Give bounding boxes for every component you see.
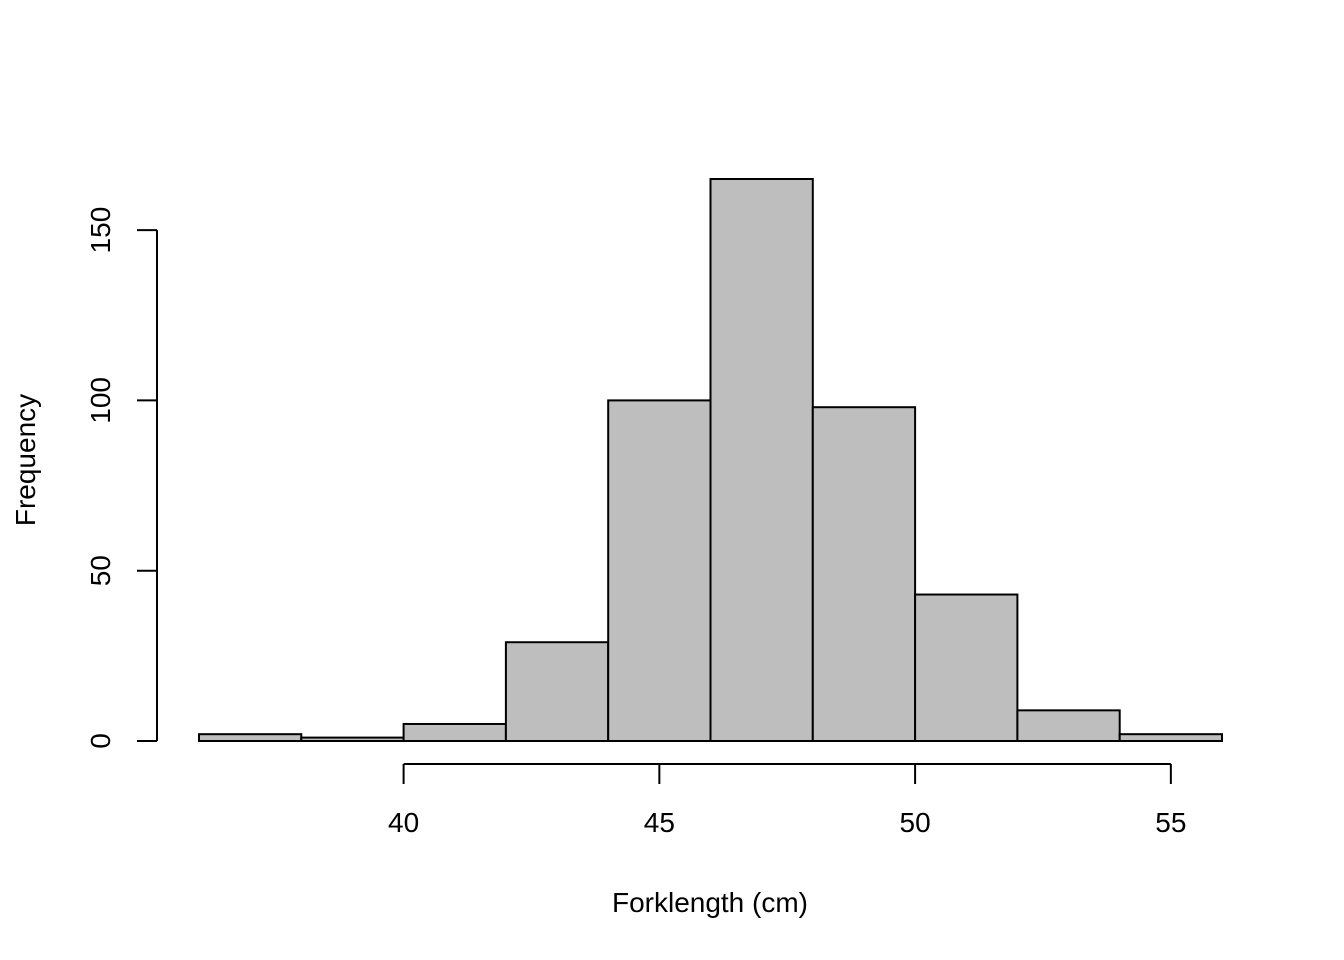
x-tick-label: 40 (388, 807, 419, 838)
x-tick-label: 45 (644, 807, 675, 838)
y-axis: 0 50 100 150 (85, 207, 158, 749)
x-axis: 40 45 50 55 (388, 763, 1186, 838)
histogram-bar (504, 641, 610, 742)
y-tick-label: 0 (85, 733, 116, 749)
bars-group (198, 178, 1223, 743)
histogram-bar (402, 722, 507, 743)
y-tick-label: 150 (85, 207, 116, 254)
y-tick-label: 50 (85, 555, 116, 586)
x-tick-label: 55 (1155, 807, 1186, 838)
x-axis-label: Forklength (cm) (612, 887, 808, 918)
y-tick-label: 100 (85, 377, 116, 424)
histogram-bar (300, 736, 405, 742)
histogram-bar (811, 406, 917, 742)
histogram-bar (198, 733, 303, 742)
x-tick-label: 50 (900, 807, 931, 838)
y-axis-label: Frequency (10, 394, 41, 526)
histogram-bar (914, 593, 1019, 742)
histogram-bar (607, 399, 712, 742)
histogram-bar (1016, 709, 1121, 743)
histogram-bar (709, 178, 814, 742)
histogram-bar (1118, 733, 1223, 742)
